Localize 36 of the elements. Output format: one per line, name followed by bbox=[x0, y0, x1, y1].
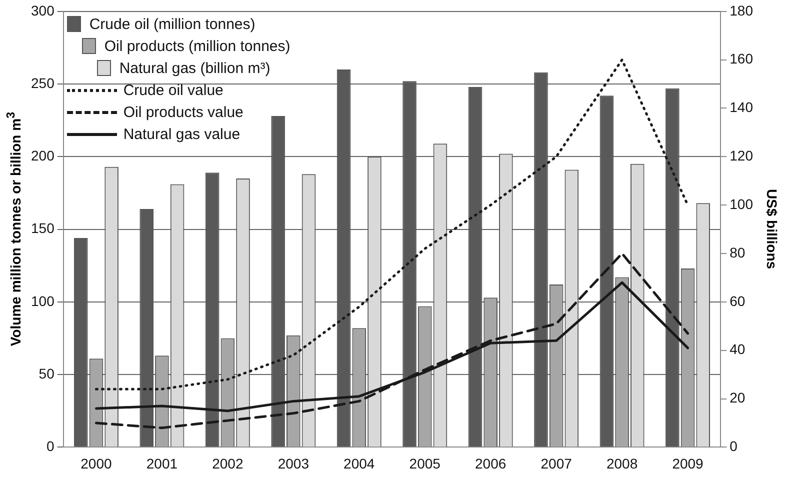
y2-axis-title: US$ billions bbox=[764, 189, 780, 270]
y2-tick-label: 120 bbox=[730, 148, 754, 164]
y2-tick-label: 40 bbox=[730, 341, 746, 358]
x-tick-label: 2006 bbox=[475, 455, 506, 472]
legend-label: Oil products value bbox=[123, 104, 244, 121]
y2-tick-label: 60 bbox=[730, 292, 746, 309]
legend-label: Crude oil value bbox=[123, 82, 224, 99]
x-tick-label: 2008 bbox=[606, 455, 638, 472]
y2-tick-label: 140 bbox=[730, 99, 754, 116]
y2-tick-label: 20 bbox=[730, 390, 746, 406]
legend-label: Crude oil (million tonnes) bbox=[89, 16, 256, 33]
y-tick-label: 250 bbox=[31, 74, 55, 91]
y-tick-label: 150 bbox=[31, 220, 55, 236]
y-tick-label: 100 bbox=[31, 292, 55, 309]
y-tick-label: 300 bbox=[31, 2, 55, 18]
x-tick-label: 2000 bbox=[80, 455, 112, 472]
y-tick-label: 0 bbox=[46, 438, 55, 454]
y-tick-label: 50 bbox=[38, 365, 55, 382]
x-tick-label: 2007 bbox=[540, 455, 572, 472]
legend-label: Natural gas (billion m³) bbox=[119, 60, 270, 77]
x-tick-label: 2004 bbox=[344, 455, 375, 472]
y2-tick-label: 80 bbox=[730, 244, 746, 260]
y2-tick-label: 100 bbox=[730, 196, 754, 212]
x-tick-label: 2001 bbox=[146, 455, 178, 472]
legend-label: Oil products (million tonnes) bbox=[104, 38, 290, 55]
line-series bbox=[94, 252, 690, 430]
y-tick-label: 200 bbox=[31, 148, 55, 164]
y2-tick-label: 180 bbox=[730, 2, 754, 18]
y2-tick-label: 0 bbox=[730, 438, 738, 454]
legend-label: Natural gas value bbox=[123, 126, 240, 143]
x-tick-label: 2009 bbox=[672, 455, 704, 472]
y2-tick-label: 160 bbox=[730, 50, 754, 67]
x-tick-label: 2003 bbox=[278, 455, 310, 472]
x-tick-label: 2002 bbox=[212, 455, 244, 472]
line-series bbox=[94, 58, 690, 390]
x-tick-label: 2005 bbox=[409, 455, 441, 472]
